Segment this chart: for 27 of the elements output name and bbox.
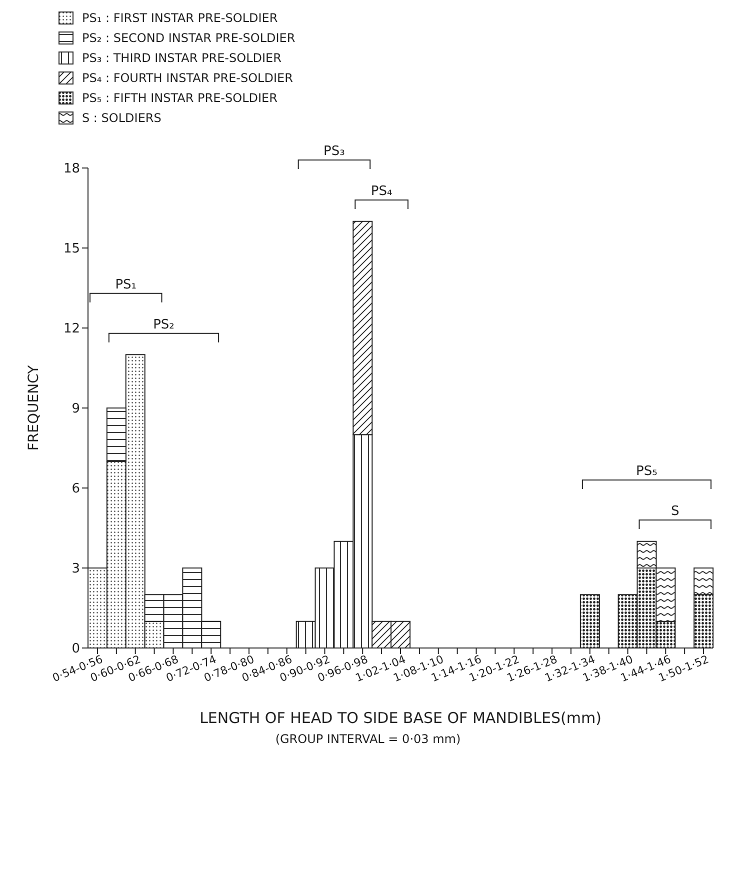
y-tick-label: 18 — [63, 162, 80, 177]
text: (GROUP INTERVAL = 0·03 mm) — [274, 732, 462, 746]
y-tick-label: 6 — [72, 482, 80, 497]
legend-label: PS₃ : THIRD INSTAR PRE-SOLDIER — [82, 51, 282, 65]
annotation: S — [670, 504, 680, 519]
legend-label: PS₄ : FOURTH INSTAR PRE-SOLDIER — [82, 71, 293, 85]
y-tick-label: 12 — [63, 322, 80, 337]
y-tick-label: 15 — [63, 242, 80, 257]
y-tick-label: 9 — [72, 402, 80, 417]
bracket: PS₄ — [354, 184, 408, 210]
annotation: PS₂ — [153, 317, 174, 332]
y-axis-title: FREQUENCY — [26, 364, 42, 451]
x-axis-title: LENGTH OF HEAD TO SIDE BASE OF MANDIBLES(mm) — [200, 709, 602, 727]
bracket: PS₂ — [108, 317, 220, 343]
bracket: PS₃ — [298, 144, 371, 170]
bracket: S — [638, 504, 712, 530]
legend-label: PS₅ : FIFTH INSTAR PRE-SOLDIER — [82, 91, 278, 105]
bracket: PS₅ — [582, 464, 712, 490]
y-tick-label: 3 — [72, 562, 80, 577]
bracket: PS₁ — [90, 277, 162, 303]
legend-label: PS₁ : FIRST INSTAR PRE-SOLDIER — [82, 11, 278, 25]
annotation: PS₅ — [636, 464, 658, 479]
y-tick-label: 0 — [72, 642, 80, 657]
legend-label: PS₂ : SECOND INSTAR PRE-SOLDIER — [82, 31, 296, 45]
annotation: PS₄ — [370, 184, 392, 199]
annotation: PS₁ — [115, 277, 137, 292]
legend-label: S : SOLDIERS — [82, 111, 162, 125]
